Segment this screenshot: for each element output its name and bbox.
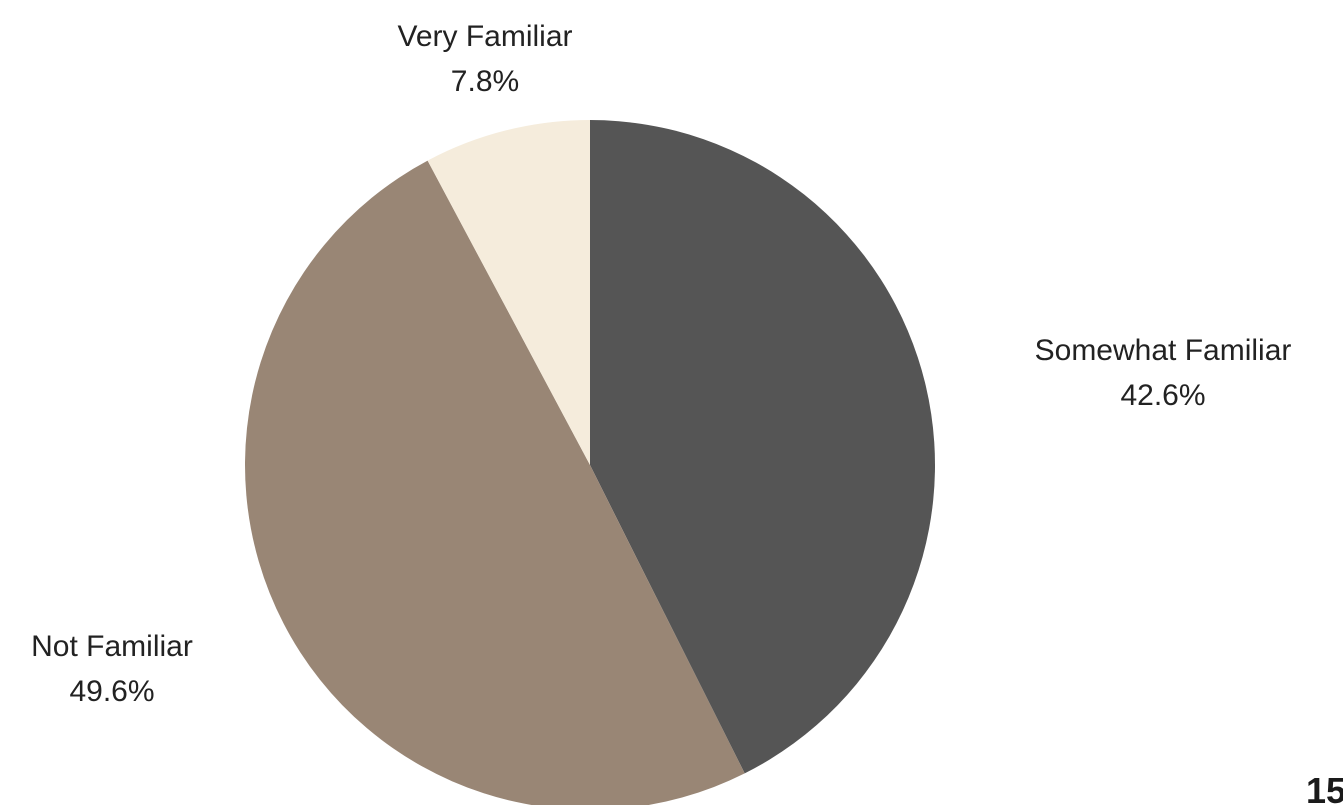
pie-slice-somewhat-familiar bbox=[590, 120, 936, 774]
slice-label-not-familiar: Not Familiar bbox=[31, 630, 193, 663]
page-number: 15 bbox=[1306, 770, 1343, 811]
pie-slice-not-familiar bbox=[245, 160, 745, 805]
slice-value-label-somewhat-familiar: 42.6% bbox=[1120, 379, 1205, 412]
slice-value-label-not-familiar: 49.6% bbox=[69, 675, 154, 708]
pie-labels: Somewhat Familiar 42.6% Not Familiar 49.6% V… bbox=[31, 20, 1291, 708]
pie-slices bbox=[245, 120, 936, 805]
slice-label-very-familiar: Very Familiar bbox=[397, 20, 572, 53]
slice-label-somewhat-familiar: Somewhat Familiar bbox=[1035, 334, 1292, 367]
slice-value-label-very-familiar: 7.8% bbox=[451, 65, 519, 98]
pie-slice-very-familiar bbox=[427, 120, 590, 465]
